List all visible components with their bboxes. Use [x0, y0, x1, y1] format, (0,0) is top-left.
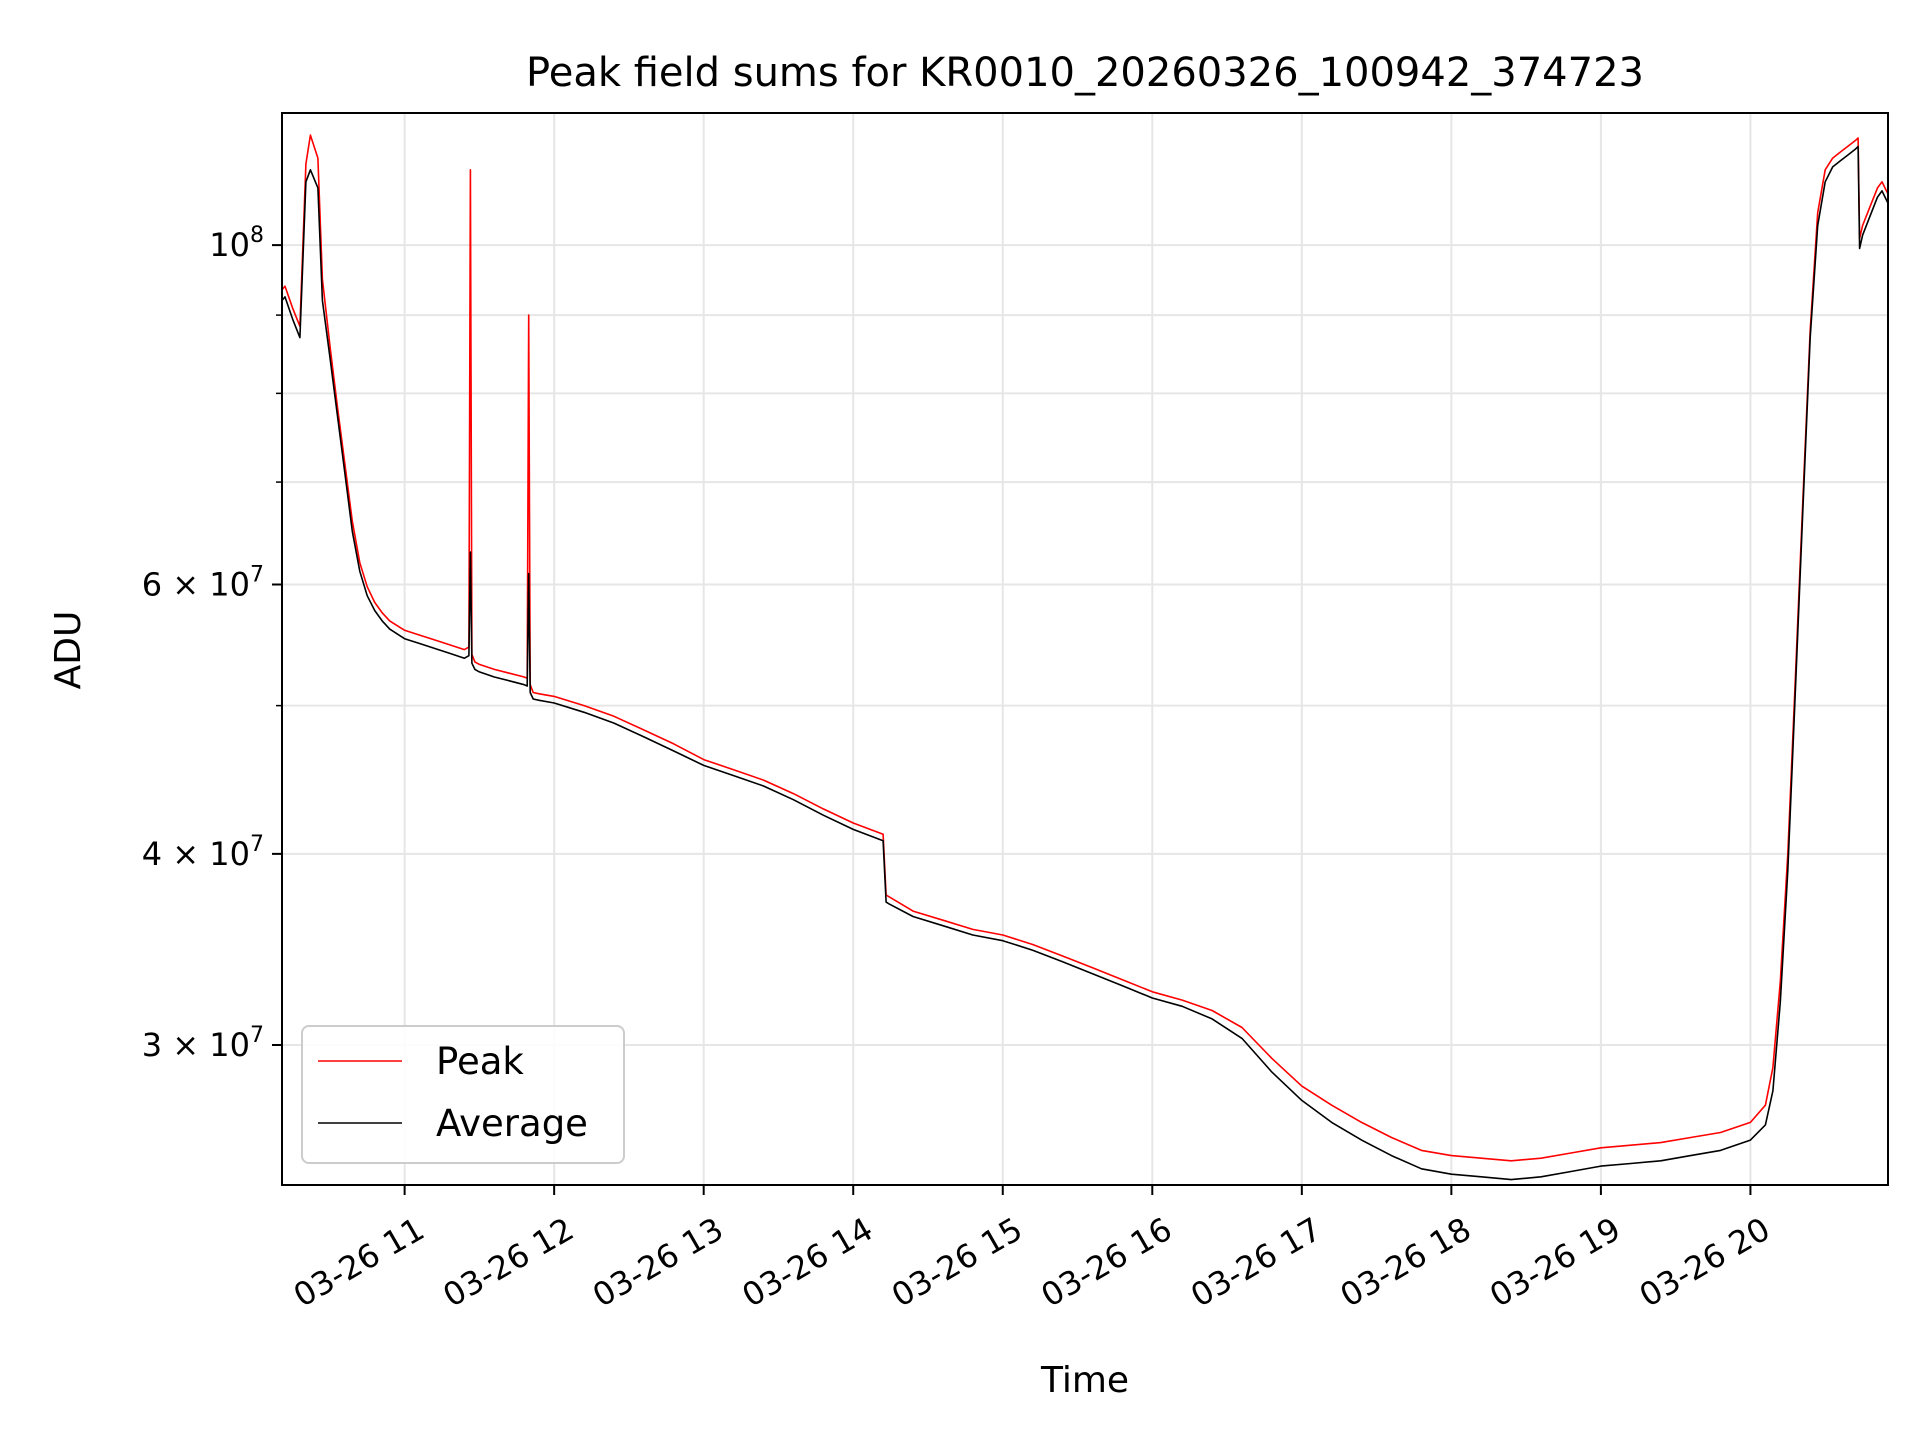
grid-lines: [282, 113, 1888, 1185]
legend: Peak Average: [301, 1025, 625, 1164]
series-line-peak: [281, 134, 1889, 1162]
y-tick-label: 6 × 107: [142, 562, 264, 603]
y-axis-label: ADU: [48, 611, 89, 690]
y-tick-label: 3 × 107: [142, 1023, 264, 1064]
plot-frame: [281, 112, 1889, 1186]
y-tick-label: 4 × 107: [142, 832, 264, 873]
legend-label-average: Average: [436, 1102, 588, 1145]
x-axis-label: Time: [1040, 1360, 1129, 1401]
legend-label-peak: Peak: [436, 1040, 524, 1083]
series-line-average: [281, 145, 1889, 1181]
chart-title: Peak field sums for KR0010_20260326_1009…: [526, 50, 1644, 96]
series-layer: [281, 134, 1889, 1181]
y-tick-label: 108: [209, 223, 264, 264]
